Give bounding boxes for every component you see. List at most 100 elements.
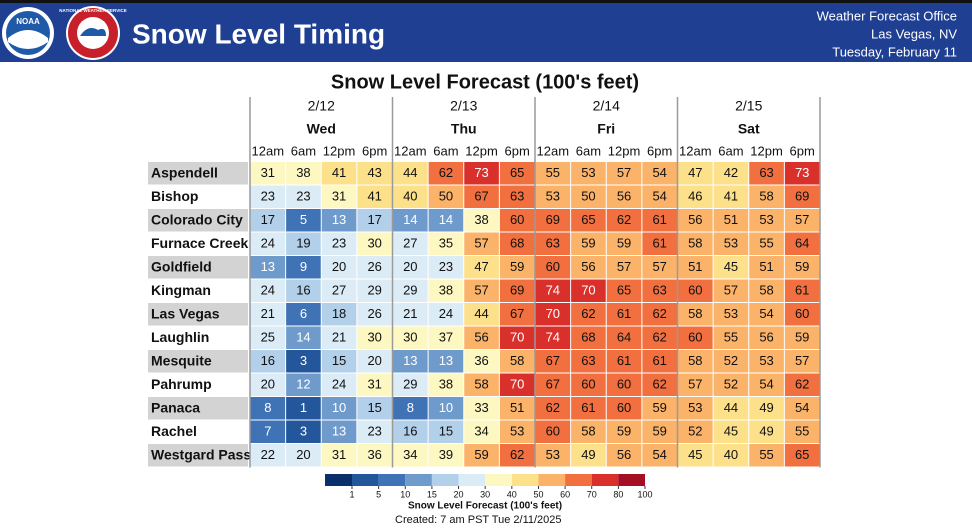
footer: Created: 7 am PST Tue 2/11/2025 [395,514,562,526]
cell [499,209,535,232]
cell-value: 16 [403,424,417,439]
cell-value: 62 [581,306,595,321]
cell-value: 27 [332,283,346,298]
cell [535,303,571,326]
cell-value: 54 [759,306,773,321]
cell-value: 69 [510,283,524,298]
cell [428,279,464,302]
cell [784,162,820,185]
cell-value: 23 [261,189,275,204]
cell [464,209,499,232]
cell-value: 58 [688,353,702,368]
cell-value: 31 [367,377,381,392]
cell [606,373,642,396]
cell-value: 43 [367,165,381,180]
cell-value: 58 [688,236,702,251]
cell-value: 59 [652,400,666,415]
cell [606,256,642,279]
cell [784,397,820,420]
legend-tick-label: 100 [637,489,652,499]
cell-value: 55 [724,330,738,345]
row-label: Colorado City [151,211,243,227]
cell-value: 44 [474,306,488,321]
cell-value: 13 [261,259,275,274]
cell [321,279,357,302]
cell-value: 59 [617,236,631,251]
cell-value: 10 [439,400,453,415]
office-line: Las Vegas, NV [871,26,957,41]
row-label: Panaca [151,399,200,415]
cell-value: 60 [581,377,595,392]
cell [464,232,499,255]
cell [321,256,357,279]
cell [321,232,357,255]
cell [428,162,464,185]
cell [749,373,784,396]
cell [749,350,784,373]
cell-value: 56 [759,330,773,345]
cell-value: 55 [759,447,773,462]
cell [678,397,713,420]
cell-value: 21 [403,306,417,321]
cell-value: 54 [795,400,809,415]
legend-swatch [352,474,379,486]
cell [428,303,464,326]
cell [286,162,321,185]
cell-value: 70 [546,306,560,321]
row-label: Westgard Pass [151,446,251,462]
cell-value: 61 [652,353,666,368]
cell [571,256,606,279]
cell [535,326,571,349]
cell-value: 31 [332,189,346,204]
cell-value: 65 [581,212,595,227]
cell [678,326,713,349]
cell-value: 62 [510,447,524,462]
cell-value: 56 [474,330,488,345]
cell-value: 62 [439,165,453,180]
cell-value: 15 [439,424,453,439]
cell-value: 21 [261,306,275,321]
cell [286,350,321,373]
cell-value: 54 [759,377,773,392]
cell [606,350,642,373]
row-label-bg [148,162,248,185]
cell [678,256,713,279]
cell [250,373,286,396]
cell [499,326,535,349]
cell [535,162,571,185]
cell [286,397,321,420]
cell-value: 54 [652,165,666,180]
hour-label: 12pm [323,143,356,158]
cell [357,397,392,420]
cell [642,162,677,185]
cell-value: 14 [403,212,417,227]
cell-value: 24 [332,377,346,392]
cell-value: 6 [300,306,307,321]
cell-value: 55 [546,165,560,180]
cell [464,397,499,420]
cell [713,232,749,255]
cell-value: 51 [759,259,773,274]
legend-swatch [405,474,432,486]
office-line: Tuesday, February 11 [832,44,957,59]
top-strip [0,0,972,3]
cell-value: 16 [261,353,275,368]
cell-value: 64 [795,236,809,251]
cell [642,279,677,302]
cell [464,185,499,208]
cell [393,326,428,349]
cell [250,444,286,467]
cell [749,303,784,326]
cell-value: 12 [296,377,310,392]
cell [464,279,499,302]
cell-value: 61 [581,400,595,415]
cell-value: 55 [795,424,809,439]
cell-value: 30 [367,236,381,251]
cell-value: 62 [652,330,666,345]
cell-value: 34 [474,424,488,439]
cell-value: 57 [617,165,631,180]
cell [250,397,286,420]
cell-value: 7 [264,424,271,439]
cell [464,420,499,443]
hour-label: 6pm [505,143,530,158]
